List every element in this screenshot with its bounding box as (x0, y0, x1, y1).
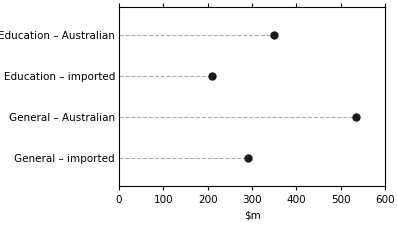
X-axis label: $m: $m (244, 211, 260, 221)
Point (245, 156, 251, 159)
Point (209, 74, 215, 78)
Point (271, 34, 278, 37)
Point (353, 115, 359, 119)
